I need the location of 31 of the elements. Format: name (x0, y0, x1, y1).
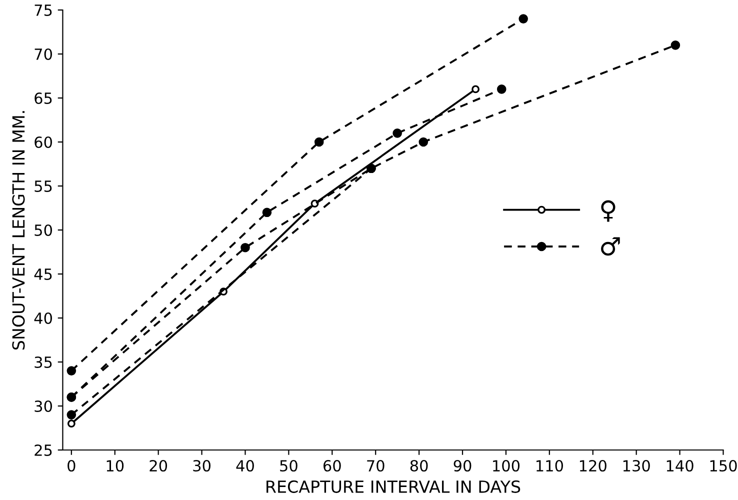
x-tick-label: 130 (623, 460, 650, 472)
x-tick-label: 70 (367, 460, 384, 472)
y-tick-label: 50 (34, 224, 52, 236)
x-tick-label: 0 (68, 460, 76, 472)
x-tick-label: 110 (536, 460, 563, 472)
y-tick-label: 55 (34, 180, 52, 192)
y-tick-label: 70 (34, 48, 52, 60)
y-tick-label: 30 (34, 400, 52, 412)
x-tick-label: 120 (580, 460, 606, 472)
x-tick-label: 60 (323, 460, 341, 472)
y-tick-label: 65 (34, 92, 52, 104)
legend-label: ♂ (601, 237, 620, 256)
y-tick-label: 40 (34, 312, 52, 324)
x-tick-label: 30 (193, 460, 210, 472)
x-axis-title: RECAPTURE INTERVAL IN DAYS (266, 480, 520, 493)
x-tick-label: 10 (106, 460, 124, 472)
x-tick-label: 80 (410, 460, 428, 472)
y-axis-title: SNOUT-VENT LENGTH IN MM. (12, 111, 25, 350)
x-tick-label: 100 (493, 460, 520, 472)
y-tick-label: 25 (34, 444, 52, 456)
x-tick-label: 150 (710, 460, 737, 472)
x-tick-label: 140 (666, 460, 694, 472)
y-tick-label: 60 (34, 136, 52, 148)
x-tick-label: 50 (280, 460, 298, 472)
y-tick-label: 75 (34, 4, 52, 16)
x-tick-label: 20 (150, 460, 168, 472)
y-tick-label: 45 (34, 268, 52, 280)
x-tick-label: 90 (454, 460, 472, 472)
y-tick-label: 35 (34, 356, 52, 368)
legend-label: ♀ (601, 200, 616, 222)
x-tick-label: 40 (236, 460, 254, 472)
